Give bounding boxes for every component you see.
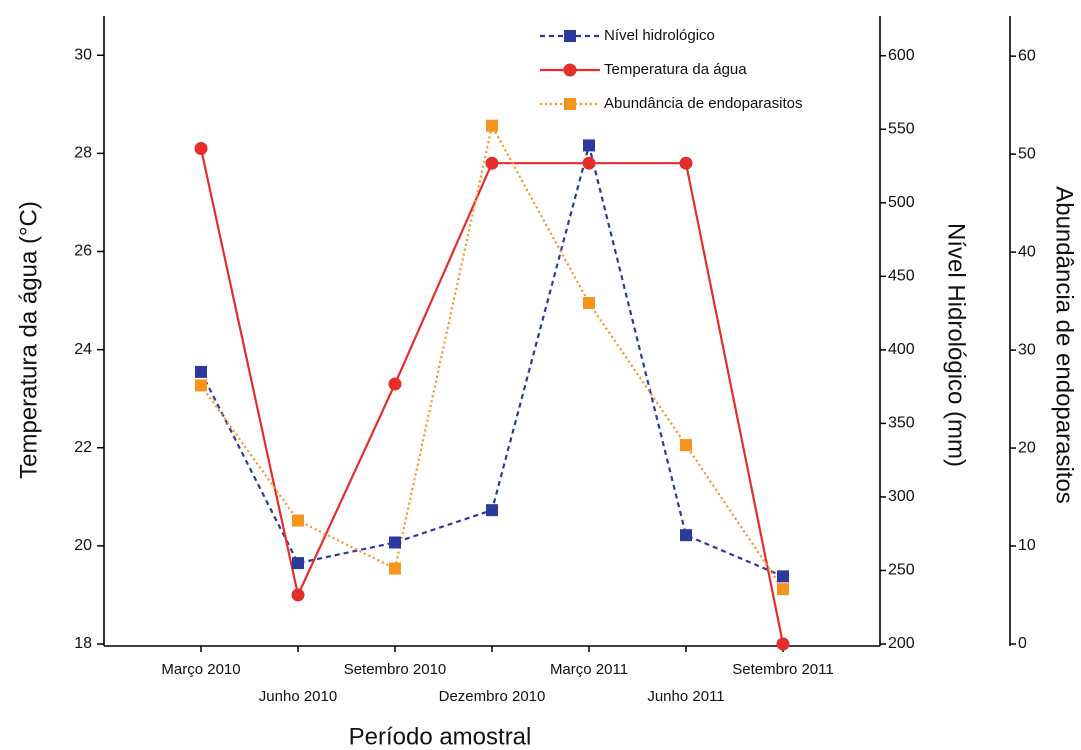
data-point [680,529,692,542]
y-axis-title: Temperatura da água (°C) [15,201,42,479]
legend-marker [563,63,577,77]
data-point [486,504,498,517]
y3-tick-label: 10 [1018,537,1036,554]
x-tick-label: Março 2010 [161,661,240,678]
x-tick-label: Março 2011 [550,661,628,678]
x-tick-label: Dezembro 2010 [439,688,546,705]
y-tick-label: 28 [74,145,92,162]
series-line [199,148,785,645]
data-point [292,514,304,527]
y2-tick-label: 300 [888,488,915,505]
legend-marker [564,30,576,42]
y2-tick-label: 450 [888,268,915,285]
data-point [777,570,789,583]
y2-tick-label: 600 [888,47,915,64]
data-point [583,139,595,152]
data-point [582,156,596,170]
legend-label: Temperatura da água [604,61,747,78]
y-tick-label: 24 [74,341,92,358]
y3-tick-label: 30 [1018,341,1036,358]
y2-axis-title: Nível Hidrológico (mm) [943,223,970,467]
data-point [388,377,402,391]
y2-tick-label: 350 [888,415,915,432]
data-point [195,379,207,392]
x-axis-title: Período amostral [349,723,532,750]
y3-axis-title: Abundância de endoparasitos [1051,186,1078,504]
x-tick-label: Setembro 2011 [732,661,833,678]
y3-tick-label: 40 [1018,243,1036,260]
data-point [776,637,790,651]
data-point [194,141,208,155]
y3-tick-label: 50 [1018,145,1036,162]
data-point [195,365,207,378]
legend-marker [564,98,576,110]
data-point [291,588,305,602]
y-tick-label: 18 [74,635,92,652]
data-point [679,156,693,170]
data-point [485,156,499,170]
series-line [200,122,784,590]
y2-tick-label: 500 [888,194,915,211]
data-point [583,297,595,310]
data-point [292,557,304,570]
y2-tick-label: 250 [888,562,915,579]
y2-tick-label: 400 [888,341,915,358]
y-tick-label: 22 [74,439,92,456]
y-tick-label: 20 [74,537,92,554]
data-point [777,583,789,596]
y-tick-label: 26 [74,243,92,260]
y3-tick-label: 60 [1018,47,1036,64]
y2-tick-label: 200 [888,635,915,652]
legend-label: Nível hidrológico [604,27,715,44]
legend-label: Abundância de endoparasitos [604,95,803,112]
x-tick-label: Junho 2010 [259,688,337,705]
y-tick-label: 30 [74,46,92,63]
y3-tick-label: 0 [1018,635,1027,652]
x-tick-label: Setembro 2010 [344,661,447,678]
y3-tick-label: 20 [1018,439,1036,456]
data-point [680,439,692,452]
data-point [486,119,498,132]
y2-tick-label: 550 [888,120,915,137]
x-tick-label: Junho 2011 [647,688,724,705]
data-point [389,536,401,549]
data-point [389,562,401,575]
